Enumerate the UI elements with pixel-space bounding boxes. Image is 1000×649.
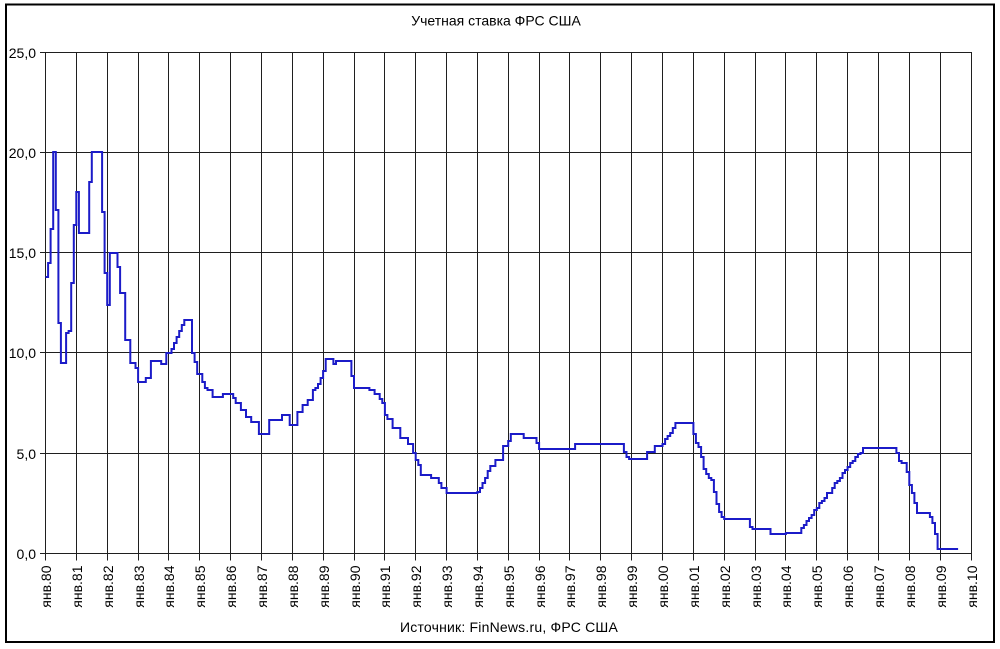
svg-text:янв.07: янв.07: [871, 565, 887, 607]
svg-text:янв.85: янв.85: [192, 565, 208, 607]
svg-text:0,0: 0,0: [17, 546, 37, 562]
svg-text:янв.80: янв.80: [38, 565, 54, 607]
svg-text:янв.91: янв.91: [377, 565, 393, 607]
svg-text:янв.88: янв.88: [285, 565, 301, 607]
svg-text:янв.01: янв.01: [686, 565, 702, 607]
svg-text:янв.99: янв.99: [624, 565, 640, 607]
svg-text:янв.94: янв.94: [470, 565, 486, 607]
svg-text:янв.10: янв.10: [964, 565, 980, 607]
svg-text:янв.89: янв.89: [316, 565, 332, 607]
svg-text:20,0: 20,0: [9, 145, 36, 161]
svg-text:янв.96: янв.96: [532, 565, 548, 607]
svg-text:янв.05: янв.05: [809, 565, 825, 607]
svg-text:10,0: 10,0: [9, 345, 36, 361]
svg-text:янв.90: янв.90: [347, 565, 363, 607]
svg-text:янв.86: янв.86: [223, 565, 239, 607]
svg-text:янв.09: янв.09: [933, 565, 949, 607]
svg-text:янв.84: янв.84: [161, 565, 177, 607]
svg-text:Источник: FinNews.ru, ФРС США: Источник: FinNews.ru, ФРС США: [400, 619, 618, 635]
svg-text:5,0: 5,0: [17, 446, 37, 462]
svg-text:янв.95: янв.95: [501, 565, 517, 607]
svg-text:янв.93: янв.93: [439, 565, 455, 607]
svg-text:янв.82: янв.82: [100, 565, 116, 607]
svg-text:25,0: 25,0: [9, 45, 36, 61]
svg-text:янв.98: янв.98: [593, 565, 609, 607]
svg-text:15,0: 15,0: [9, 245, 36, 261]
svg-text:Учетная ставка ФРС США: Учетная ставка ФРС США: [411, 13, 581, 29]
svg-text:янв.00: янв.00: [655, 565, 671, 607]
svg-text:янв.92: янв.92: [408, 565, 424, 607]
svg-text:янв.08: янв.08: [902, 565, 918, 607]
svg-text:янв.02: янв.02: [717, 565, 733, 607]
svg-text:янв.04: янв.04: [778, 565, 794, 607]
svg-text:янв.03: янв.03: [748, 565, 764, 607]
svg-text:янв.87: янв.87: [254, 565, 270, 607]
svg-text:янв.81: янв.81: [69, 565, 85, 607]
svg-text:янв.83: янв.83: [131, 565, 147, 607]
svg-text:янв.97: янв.97: [562, 565, 578, 607]
svg-text:янв.06: янв.06: [840, 565, 856, 607]
